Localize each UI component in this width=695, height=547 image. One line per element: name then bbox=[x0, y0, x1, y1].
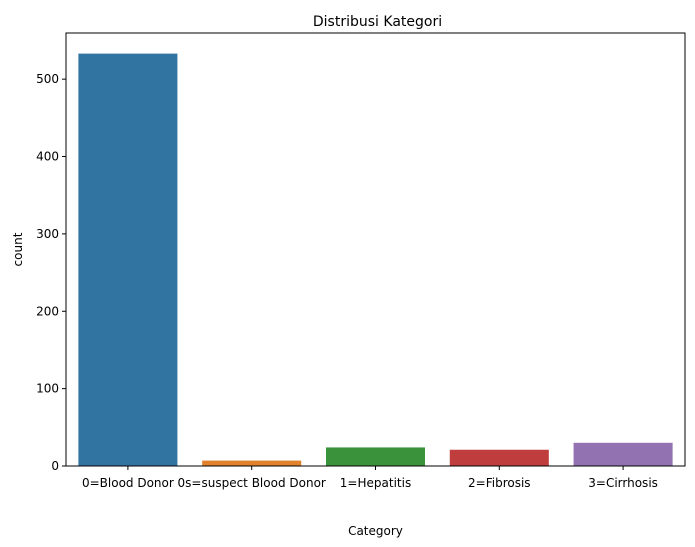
bars-group bbox=[78, 53, 673, 467]
x-tick-label-3: 2=Fibrosis bbox=[468, 476, 531, 490]
plot-frame bbox=[65, 32, 686, 467]
bar-2 bbox=[325, 447, 426, 466]
y-tick-label-3: 300 bbox=[36, 227, 59, 241]
y-tick-label-2: 200 bbox=[36, 304, 59, 318]
bar-0 bbox=[78, 53, 178, 467]
x-tick-label-4: 3=Cirrhosis bbox=[588, 476, 658, 490]
y-axis-label: count bbox=[11, 232, 25, 266]
bar-4 bbox=[573, 442, 673, 466]
x-tick-label-1: 0s=suspect Blood Donor bbox=[178, 476, 326, 490]
x-tick-label-0: 0=Blood Donor bbox=[82, 476, 174, 490]
bar-3 bbox=[449, 449, 549, 466]
y-tick-label-1: 100 bbox=[36, 382, 59, 396]
y-axis-ticks: 0 100 200 300 400 500 bbox=[36, 72, 66, 473]
x-axis-label: Category bbox=[348, 524, 403, 538]
x-tick-label-2: 1=Hepatitis bbox=[340, 476, 411, 490]
y-tick-label-5: 500 bbox=[36, 72, 59, 86]
chart-title: Distribusi Kategori bbox=[313, 14, 442, 30]
x-axis-ticks: 0=Blood Donor 0s=suspect Blood Donor 1=Hep… bbox=[82, 466, 658, 490]
y-tick-label-0: 0 bbox=[51, 459, 59, 473]
bar-1 bbox=[202, 460, 302, 466]
y-tick-label-4: 400 bbox=[36, 150, 59, 164]
